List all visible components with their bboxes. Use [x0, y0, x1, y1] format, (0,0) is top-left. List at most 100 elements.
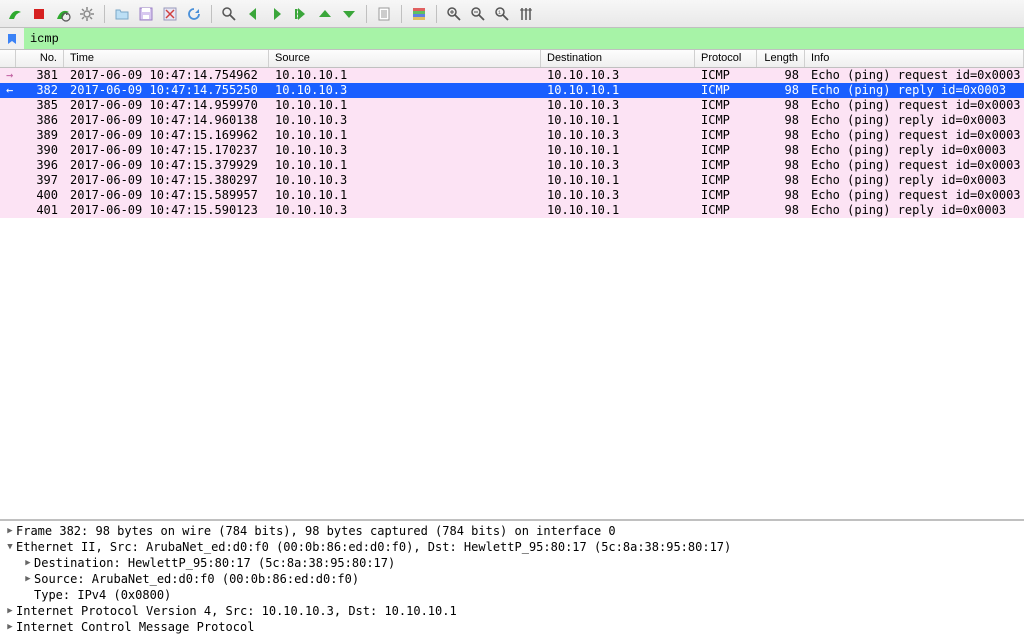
- tree-collapsed-icon[interactable]: ▶: [22, 558, 34, 568]
- packet-source: 10.10.10.3: [269, 83, 541, 98]
- packet-row[interactable]: 3902017-06-09 10:47:15.17023710.10.10.31…: [0, 143, 1024, 158]
- close-file-icon[interactable]: [159, 3, 181, 25]
- col-header-marker[interactable]: [0, 50, 16, 67]
- capture-options-icon[interactable]: [76, 3, 98, 25]
- detail-tree-row[interactable]: ▶ Internet Control Message Protocol: [0, 619, 1024, 635]
- tree-collapsed-icon[interactable]: ▶: [4, 526, 16, 536]
- packet-no: 397: [16, 173, 64, 188]
- packet-row[interactable]: →3812017-06-09 10:47:14.75496210.10.10.1…: [0, 68, 1024, 83]
- packet-destination: 10.10.10.1: [541, 83, 695, 98]
- packet-time: 2017-06-09 10:47:15.380297: [64, 173, 269, 188]
- packet-row[interactable]: 4012017-06-09 10:47:15.59012310.10.10.31…: [0, 203, 1024, 218]
- packet-row[interactable]: 3862017-06-09 10:47:14.96013810.10.10.31…: [0, 113, 1024, 128]
- packet-destination: 10.10.10.1: [541, 113, 695, 128]
- packet-time: 2017-06-09 10:47:14.960138: [64, 113, 269, 128]
- packet-length: 98: [757, 128, 805, 143]
- save-file-icon[interactable]: [135, 3, 157, 25]
- detail-tree-row[interactable]: ▼ Ethernet II, Src: ArubaNet_ed:d0:f0 (0…: [0, 539, 1024, 555]
- tree-expanded-icon[interactable]: ▼: [4, 542, 16, 552]
- packet-row[interactable]: ←3822017-06-09 10:47:14.75525010.10.10.3…: [0, 83, 1024, 98]
- packet-length: 98: [757, 188, 805, 203]
- go-to-packet-icon[interactable]: [290, 3, 312, 25]
- col-header-protocol[interactable]: Protocol: [695, 50, 757, 67]
- go-back-icon[interactable]: [242, 3, 264, 25]
- bookmark-filter-icon[interactable]: [4, 31, 20, 47]
- detail-tree-row[interactable]: Type: IPv4 (0x0800): [0, 587, 1024, 603]
- packet-no: 390: [16, 143, 64, 158]
- packet-destination: 10.10.10.3: [541, 158, 695, 173]
- packet-arrow-icon: ←: [0, 83, 16, 98]
- packet-row[interactable]: 4002017-06-09 10:47:15.58995710.10.10.11…: [0, 188, 1024, 203]
- packet-arrow-icon: [0, 173, 16, 188]
- packet-no: 400: [16, 188, 64, 203]
- reload-icon[interactable]: [183, 3, 205, 25]
- packet-no: 396: [16, 158, 64, 173]
- display-filter-input[interactable]: [24, 28, 1024, 49]
- packet-list[interactable]: →3812017-06-09 10:47:14.75496210.10.10.1…: [0, 68, 1024, 218]
- packet-protocol: ICMP: [695, 128, 757, 143]
- colorize-icon[interactable]: [408, 3, 430, 25]
- packet-row[interactable]: 3962017-06-09 10:47:15.37992910.10.10.11…: [0, 158, 1024, 173]
- resize-columns-icon[interactable]: [515, 3, 537, 25]
- packet-details-pane[interactable]: ▶ Frame 382: 98 bytes on wire (784 bits)…: [0, 520, 1024, 637]
- packet-length: 98: [757, 203, 805, 218]
- zoom-in-icon[interactable]: [443, 3, 465, 25]
- col-header-info[interactable]: Info: [805, 50, 1024, 67]
- restart-capture-icon[interactable]: [52, 3, 74, 25]
- detail-tree-row[interactable]: ▶ Source: ArubaNet_ed:d0:f0 (00:0b:86:ed…: [0, 571, 1024, 587]
- detail-tree-text: Type: IPv4 (0x0800): [34, 588, 171, 602]
- toolbar-separator: [401, 5, 402, 23]
- col-header-length[interactable]: Length: [757, 50, 805, 67]
- col-header-no[interactable]: No.: [16, 50, 64, 67]
- packet-no: 382: [16, 83, 64, 98]
- packet-time: 2017-06-09 10:47:15.589957: [64, 188, 269, 203]
- packet-time: 2017-06-09 10:47:14.959970: [64, 98, 269, 113]
- tree-collapsed-icon[interactable]: ▶: [4, 606, 16, 616]
- packet-protocol: ICMP: [695, 68, 757, 83]
- col-header-destination[interactable]: Destination: [541, 50, 695, 67]
- tree-collapsed-icon[interactable]: ▶: [4, 622, 16, 632]
- packet-info: Echo (ping) reply id=0x0003: [805, 173, 1024, 188]
- packet-source: 10.10.10.1: [269, 68, 541, 83]
- packet-info: Echo (ping) request id=0x0003: [805, 128, 1024, 143]
- go-forward-icon[interactable]: [266, 3, 288, 25]
- packet-protocol: ICMP: [695, 98, 757, 113]
- toolbar-separator: [211, 5, 212, 23]
- tree-collapsed-icon[interactable]: ▶: [22, 574, 34, 584]
- packet-row[interactable]: 3852017-06-09 10:47:14.95997010.10.10.11…: [0, 98, 1024, 113]
- toolbar-separator: [366, 5, 367, 23]
- detail-tree-text: Internet Control Message Protocol: [16, 620, 254, 634]
- zoom-reset-icon[interactable]: 1: [491, 3, 513, 25]
- packet-time: 2017-06-09 10:47:15.170237: [64, 143, 269, 158]
- stop-capture-icon[interactable]: [28, 3, 50, 25]
- detail-tree-row[interactable]: ▶ Frame 382: 98 bytes on wire (784 bits)…: [0, 523, 1024, 539]
- toolbar-separator: [436, 5, 437, 23]
- packet-no: 385: [16, 98, 64, 113]
- packet-destination: 10.10.10.3: [541, 188, 695, 203]
- zoom-out-icon[interactable]: [467, 3, 489, 25]
- packet-length: 98: [757, 158, 805, 173]
- open-file-icon[interactable]: [111, 3, 133, 25]
- packet-arrow-icon: [0, 128, 16, 143]
- find-packet-icon[interactable]: [218, 3, 240, 25]
- col-header-source[interactable]: Source: [269, 50, 541, 67]
- packet-time: 2017-06-09 10:47:15.169962: [64, 128, 269, 143]
- detail-tree-row[interactable]: ▶ Destination: HewlettP_95:80:17 (5c:8a:…: [0, 555, 1024, 571]
- auto-scroll-icon[interactable]: [373, 3, 395, 25]
- packet-length: 98: [757, 98, 805, 113]
- packet-info: Echo (ping) reply id=0x0003: [805, 83, 1024, 98]
- svg-text:1: 1: [498, 10, 501, 16]
- packet-row[interactable]: 3972017-06-09 10:47:15.38029710.10.10.31…: [0, 173, 1024, 188]
- go-first-icon[interactable]: [314, 3, 336, 25]
- packet-info: Echo (ping) reply id=0x0003: [805, 203, 1024, 218]
- packet-source: 10.10.10.3: [269, 113, 541, 128]
- shark-fin-icon[interactable]: [4, 3, 26, 25]
- packet-list-empty-area[interactable]: [0, 218, 1024, 520]
- detail-tree-row[interactable]: ▶ Internet Protocol Version 4, Src: 10.1…: [0, 603, 1024, 619]
- packet-info: Echo (ping) request id=0x0003: [805, 68, 1024, 83]
- go-last-icon[interactable]: [338, 3, 360, 25]
- col-header-time[interactable]: Time: [64, 50, 269, 67]
- packet-protocol: ICMP: [695, 173, 757, 188]
- packet-row[interactable]: 3892017-06-09 10:47:15.16996210.10.10.11…: [0, 128, 1024, 143]
- packet-length: 98: [757, 113, 805, 128]
